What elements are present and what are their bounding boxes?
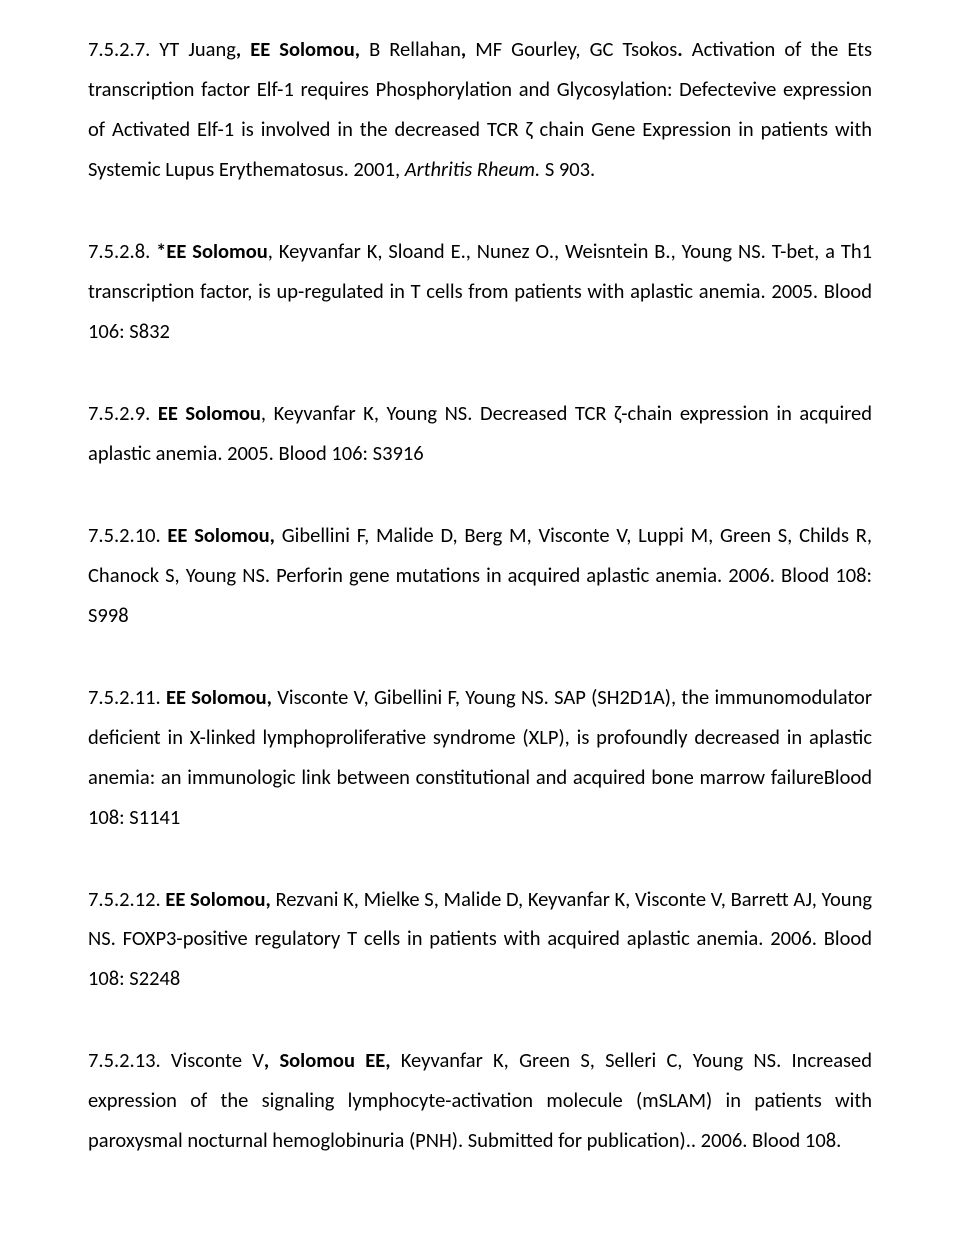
- entry-number: 7.5.2.7.: [88, 36, 150, 62]
- reference-entry: 7.5.2.9. EE Solomou, Keyvanfar K, Young …: [88, 394, 872, 474]
- reference-entry: 7.5.2.10. EE Solomou, Gibellini F, Malid…: [88, 516, 872, 636]
- reference-entry: 7.5.2.12. EE Solomou, Rezvani K, Mielke …: [88, 880, 872, 1000]
- reference-entry: 7.5.2.8. *EE Solomou, Keyvanfar K, Sloan…: [88, 232, 872, 352]
- entry-number: 7.5.2.12.: [88, 886, 161, 912]
- authors-bold: EE Solomou,: [161, 522, 275, 548]
- authors-text: Visconte V: [161, 1047, 264, 1073]
- entry-number: 7.5.2.10.: [88, 522, 161, 548]
- authors-bold: ,: [461, 36, 475, 62]
- entry-number: 7.5.2.9.: [88, 400, 150, 426]
- reference-entry: 7.5.2.13. Visconte V, Solomou EE, Keyvan…: [88, 1041, 872, 1161]
- authors-bold: EE Solomou: [150, 400, 261, 426]
- authors-text: YT Juang: [150, 36, 236, 62]
- authors-text: B Rellahan: [369, 36, 461, 62]
- entry-number: 7.5.2.11.: [88, 684, 161, 710]
- authors-bold: *EE Solomou: [150, 238, 268, 264]
- reference-entry: 7.5.2.11. EE Solomou, Visconte V, Gibell…: [88, 678, 872, 838]
- entry-number: 7.5.2.8.: [88, 238, 150, 264]
- authors-bold: , Solomou EE,: [264, 1047, 401, 1073]
- tail-text: S 903.: [540, 156, 595, 182]
- reference-entry: 7.5.2.7. YT Juang, EE Solomou, B Rellaha…: [88, 30, 872, 190]
- authors-bold: , EE Solomou,: [236, 36, 369, 62]
- entry-number: 7.5.2.13.: [88, 1047, 161, 1073]
- authors-text: MF Gourley, GC Tsokos: [475, 36, 677, 62]
- authors-bold: EE Solomou,: [161, 684, 272, 710]
- authors-bold: EE Solomou,: [161, 886, 271, 912]
- journal-name: Arthritis Rheum.: [405, 156, 540, 182]
